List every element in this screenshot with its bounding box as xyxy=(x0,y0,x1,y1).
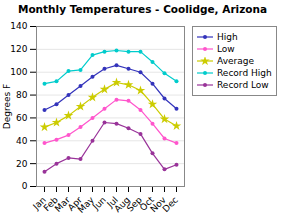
svg-text:100: 100 xyxy=(10,67,27,77)
svg-text:140: 140 xyxy=(10,21,27,31)
html-text:Monthly Temperatures - Coolidg: Monthly Temperatures - Coolidge, Arizona xyxy=(18,3,267,15)
svg-text:120: 120 xyxy=(10,44,27,54)
svg-text:60: 60 xyxy=(16,113,28,123)
svg-text:Jul: Jul xyxy=(105,194,120,210)
svg-text:40: 40 xyxy=(16,136,28,146)
html-text:Record Low: Record Low xyxy=(217,80,269,90)
html-text:Low: Low xyxy=(217,44,235,54)
svg-text:Feb: Feb xyxy=(41,194,60,213)
svg-text:80: 80 xyxy=(16,90,28,100)
svg-text:Oct: Oct xyxy=(137,194,156,213)
html-text:High: High xyxy=(217,32,238,42)
svg-text:20: 20 xyxy=(16,159,28,169)
html-text:Average: Average xyxy=(217,56,254,66)
svg-text:Jun: Jun xyxy=(90,194,108,212)
svg-text:0: 0 xyxy=(22,181,28,191)
svg-text:Apr: Apr xyxy=(65,194,84,213)
svg-text:Sep: Sep xyxy=(124,194,144,214)
html-text:Record High: Record High xyxy=(217,68,272,78)
svg-text:Jan: Jan xyxy=(31,194,48,212)
svg-text:Degrees F: Degrees F xyxy=(2,84,12,129)
svg-text:Mar: Mar xyxy=(52,194,72,214)
svg-text:Dec: Dec xyxy=(161,195,180,214)
